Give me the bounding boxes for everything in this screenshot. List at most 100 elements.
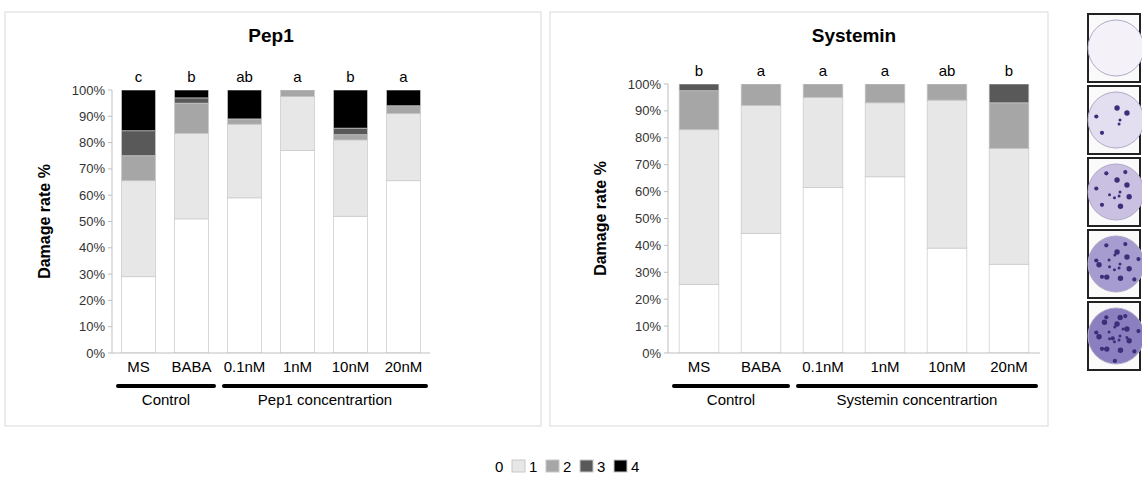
damage-spot [1096,262,1101,267]
tick [664,245,668,246]
damage-spot [1094,330,1098,334]
damage-spot [1094,186,1098,190]
legend: 01234 [478,458,639,475]
x-axis [668,353,1040,354]
category-label: BABA [171,358,211,375]
damage-spot [1125,336,1128,339]
damage-spot [1119,263,1122,266]
panel: SysteminDamage rate %0%10%20%30%40%50%60… [550,12,1048,426]
bar-segment-2 [228,119,262,124]
category-label: 0.1nM [802,358,844,375]
y-axis [668,84,669,353]
tick [108,168,112,169]
tick [108,221,112,222]
damage-spot [1104,274,1109,279]
bar-segment-1 [387,114,421,181]
tick [664,353,668,354]
tick-label: 60% [635,184,661,199]
damage-spot [1118,276,1123,281]
bar-segment-3 [175,98,209,103]
damage-spot [1123,314,1127,318]
group-label: Control [707,391,755,408]
damage-spot [1118,122,1121,125]
tick-label: 30% [635,265,661,280]
damage-spot [1118,266,1121,269]
damage-spot [1108,193,1111,196]
bar-segment-4 [175,90,209,98]
bar-segment-1 [228,124,262,198]
significance-letter: b [187,68,195,85]
category-label: 0.1nM [224,358,266,375]
tick [664,272,668,273]
bar-segment-3 [927,84,967,85]
tick [664,137,668,138]
tick-label: 10% [79,319,105,334]
axis-title: Damage rate % [592,161,609,276]
significance-letter: b [1005,62,1013,79]
significance-letter: a [399,68,408,85]
damage-spot [1113,196,1116,199]
damage-spot [1114,105,1119,110]
bar-segment-4 [865,84,905,85]
bar-segment-3 [989,84,1029,103]
bar-segment-1 [122,181,156,277]
bar-segment-2 [865,84,905,103]
tick-label: 30% [79,267,105,282]
tick-label: 40% [635,238,661,253]
tick [108,326,112,327]
legend-swatch [478,460,491,472]
tick [108,195,112,196]
bar-segment-2 [387,106,421,114]
bar-segment-1 [865,103,905,177]
group-bar [118,384,214,388]
group-label: Control [142,391,190,408]
tick [664,191,668,192]
leaf-disc [1088,92,1142,148]
bar-segment-0 [803,188,843,353]
damage-spot [1104,315,1108,319]
bars [122,90,421,353]
bar-segment-0 [281,150,315,353]
bar-segment-4 [122,90,156,131]
damage-spot [1118,204,1123,209]
damage-spot [1094,258,1098,262]
category-label: MS [127,358,150,375]
bar-segment-0 [679,284,719,353]
damage-spot [1118,338,1121,341]
damage-spot [1104,243,1108,247]
tick [664,110,668,111]
tick [108,274,112,275]
image-strip [1088,14,1142,370]
category-label: 1nM [283,358,312,375]
damage-spot [1113,340,1116,343]
bar-segment-2 [989,103,1029,149]
bar-segment-4 [679,84,719,85]
legend-swatch [512,460,525,472]
category-label: 10nM [332,358,370,375]
damage-spot [1124,110,1129,115]
damage-spot [1136,257,1140,261]
damage-spot [1100,131,1104,135]
significance-letter: a [293,68,302,85]
significance-letter: b [695,62,703,79]
tick [108,142,112,143]
leaf-disc [1088,236,1142,292]
figure: Pep1Damage rate %0%10%20%30%40%50%60%70%… [0,0,1142,481]
damage-spot [1094,114,1098,118]
damage-spot [1136,329,1140,333]
chart-title: Pep1 [248,25,294,46]
bar-segment-2 [679,91,719,130]
legend-label: 4 [631,458,639,475]
panel: Pep1Damage rate %0%10%20%30%40%50%60%70%… [5,12,541,426]
damage-spot [1132,277,1136,281]
significance-letter: b [346,68,354,85]
bar-segment-3 [679,84,719,91]
tick [664,326,668,327]
tick [108,300,112,301]
bar-segment-0 [989,264,1029,353]
bar-segment-0 [927,248,967,353]
tick-label: 100% [72,83,106,98]
bar-segment-2 [927,84,967,100]
damage-spot [1113,254,1116,257]
tick-label: 80% [79,135,105,150]
